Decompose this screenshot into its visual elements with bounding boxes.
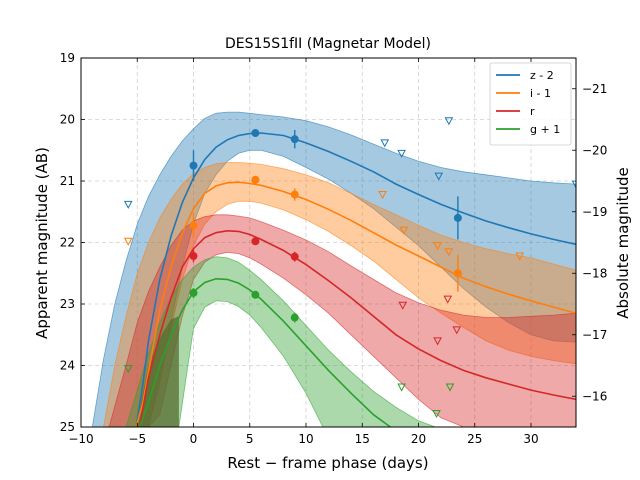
y2-axis-label: Absolute magnitude [614, 167, 632, 318]
data-point [290, 190, 299, 199]
model-line-0 [135, 132, 576, 427]
x-tick-label: 10 [298, 432, 313, 446]
uncertainty-band-3 [125, 256, 436, 427]
plot-area [91, 111, 576, 427]
x-tick-label: −10 [68, 432, 93, 446]
chart-title: DES15S1fII (Magnetar Model) [225, 36, 431, 52]
legend-label-0: z - 2 [530, 69, 554, 82]
model-line-3 [138, 277, 391, 427]
data-point [453, 269, 462, 278]
data-point [251, 175, 260, 184]
legend-label-1: i - 1 [530, 87, 551, 100]
data-point [251, 290, 260, 299]
legend-label-3: g + 1 [530, 123, 560, 136]
upper-limit-marker [445, 383, 455, 392]
grid [81, 58, 576, 427]
data-point [189, 221, 198, 230]
y2-tick-label: −21 [582, 82, 607, 96]
y-tick-label: 20 [60, 113, 75, 127]
upper-limit-marker [443, 295, 453, 304]
x-tick-label: 5 [246, 432, 254, 446]
data-point [251, 237, 260, 246]
legend: z - 2 i - 1 r g + 1 [489, 62, 572, 146]
legend-label-2: r [530, 105, 535, 118]
x-tick-label: −5 [128, 432, 146, 446]
data-point [453, 213, 462, 222]
upper-limit-marker [434, 172, 444, 181]
y-tick-label: 19 [60, 51, 75, 65]
x-tick-label: 25 [467, 432, 482, 446]
data-point [290, 252, 299, 261]
y-axis-label: Apparent magnitude (AB) [33, 147, 51, 339]
upper-limit-marker [123, 200, 133, 209]
upper-limit-marker [444, 117, 454, 126]
upper-limit-marker [123, 237, 133, 246]
data-point [290, 135, 299, 144]
y-tick-label: 21 [60, 174, 75, 188]
model-line-1 [135, 181, 576, 427]
upper-limit-marker [397, 149, 406, 158]
data-point [189, 288, 198, 297]
upper-limit-marker [399, 226, 409, 235]
y-tick-label: 25 [60, 420, 75, 434]
upper-limit-marker [515, 252, 525, 261]
legend-box [489, 62, 572, 146]
upper-limit-marker [571, 180, 576, 189]
upper-limit-marker [432, 409, 441, 419]
y2-tick-label: −16 [582, 389, 607, 403]
upper-limit-marker [398, 301, 408, 310]
upper-limit-marker [380, 139, 390, 148]
upper-limit-marker [444, 248, 454, 257]
upper-limit-marker [452, 326, 462, 335]
y2-tick-label: −20 [582, 143, 607, 157]
data-point [290, 313, 299, 322]
upper-limit-marker [433, 337, 442, 346]
upper-limit-marker [397, 383, 406, 392]
y2-tick-label: −17 [582, 328, 607, 342]
x-tick-label: 15 [355, 432, 370, 446]
uncertainty-band-0 [91, 111, 576, 427]
y2-tick-label: −18 [582, 266, 607, 280]
y-tick-label: 24 [60, 359, 75, 373]
y-tick-label: 22 [60, 236, 75, 250]
y-tick-label: 23 [60, 297, 75, 311]
uncertainty-band-2 [108, 214, 576, 427]
upper-limit-marker [123, 365, 133, 374]
x-tick-label: 20 [411, 432, 426, 446]
data-point [189, 252, 198, 261]
upper-limit-marker [378, 191, 387, 200]
y2-tick-label: −19 [582, 205, 607, 219]
x-axis-label: Rest − frame phase (days) [227, 454, 428, 472]
x-tick-label: 0 [190, 432, 198, 446]
data-point [251, 129, 260, 138]
upper-limit-marker [433, 242, 442, 251]
data-point [189, 161, 198, 170]
axes: −10 −5 0 5 10 15 20 25 30 19 20 21 22 23 24 25 −21 −20 −19… [60, 51, 608, 446]
x-tick-label: 30 [523, 432, 538, 446]
